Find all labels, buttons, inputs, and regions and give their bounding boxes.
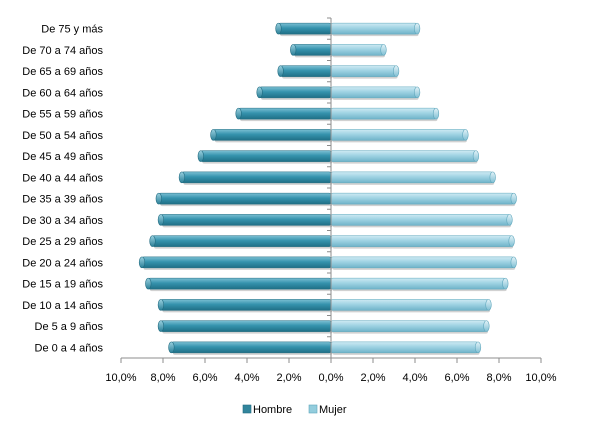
bar-end-cap xyxy=(145,277,152,290)
bar-mujer xyxy=(330,256,514,269)
category-label: De 30 a 34 años xyxy=(22,215,103,227)
bar-mujer xyxy=(330,129,466,141)
category-label: De 55 a 59 años xyxy=(22,109,103,121)
x-tick-label: 2,0% xyxy=(276,372,301,384)
bar-hombre xyxy=(181,171,332,184)
legend-label-mujer: Mujer xyxy=(319,404,347,416)
bar-hombre xyxy=(160,320,332,332)
category-label: De 15 a 19 años xyxy=(22,279,103,291)
bar-end-cap xyxy=(157,299,164,311)
bar-mujer xyxy=(330,192,514,205)
bar-end-cap xyxy=(256,86,263,99)
bar-mujer xyxy=(330,341,479,354)
x-tick-label: 4,0% xyxy=(402,372,427,384)
bar-hombre xyxy=(141,256,332,269)
bar-end-cap xyxy=(502,277,509,290)
category-label: De 50 a 54 años xyxy=(22,130,103,142)
bar-mujer xyxy=(330,277,506,290)
x-tick-label: 6,0% xyxy=(444,372,469,384)
bar-end-cap xyxy=(485,299,492,311)
category-label: De 5 a 9 años xyxy=(35,321,104,333)
category-label: De 70 a 74 años xyxy=(22,45,103,57)
x-tick-label: 10,0% xyxy=(525,372,556,384)
category-label: De 25 a 29 años xyxy=(22,236,103,248)
bar-end-cap xyxy=(489,171,496,184)
bar-end-cap xyxy=(149,235,156,247)
bar-end-cap xyxy=(155,192,162,205)
category-label: De 45 a 49 años xyxy=(22,151,103,163)
bar-hombre xyxy=(292,44,332,56)
bar-hombre xyxy=(280,65,332,77)
bar-end-cap xyxy=(380,44,387,56)
bar-end-cap xyxy=(472,150,480,162)
x-tick-label: 6,0% xyxy=(192,372,217,384)
bar-end-cap xyxy=(178,171,185,184)
bar-hombre xyxy=(278,22,332,35)
bar-hombre xyxy=(238,107,332,120)
bar-mujer xyxy=(330,107,437,120)
bar-end-cap xyxy=(483,320,490,332)
bar-hombre xyxy=(148,277,332,290)
bar-mujer xyxy=(330,214,510,226)
bar-hombre xyxy=(160,299,332,311)
bar-end-cap xyxy=(508,235,515,247)
bar-end-cap xyxy=(157,320,164,332)
x-tick-label: 2,0% xyxy=(360,372,385,384)
bar-end-cap xyxy=(510,192,517,205)
x-tick-label: 0,0% xyxy=(318,372,343,384)
category-label: De 20 a 24 años xyxy=(22,257,103,269)
bar-end-cap xyxy=(277,65,284,77)
bar-mujer xyxy=(330,299,489,311)
bar-end-cap xyxy=(393,65,400,77)
bar-end-cap xyxy=(506,214,513,226)
category-label: De 0 a 4 años xyxy=(35,342,104,354)
bar-mujer xyxy=(330,235,512,247)
bar-hombre xyxy=(158,192,332,205)
bar-end-cap xyxy=(290,44,297,56)
bar-end-cap xyxy=(197,150,204,162)
bar-hombre xyxy=(171,341,332,354)
category-label: De 75 y más xyxy=(41,24,103,36)
bar-end-cap xyxy=(432,107,440,120)
bar-end-cap xyxy=(510,256,517,269)
bar-end-cap xyxy=(168,341,175,354)
legend-swatch-mujer xyxy=(308,404,318,414)
bar-mujer xyxy=(330,320,487,332)
category-label: De 65 a 69 años xyxy=(22,66,103,78)
legend-label-hombre: Hombre xyxy=(253,404,292,416)
x-tick-label: 10,0% xyxy=(105,372,136,384)
bar-end-cap xyxy=(414,22,421,35)
category-label: De 40 a 44 años xyxy=(22,172,103,184)
category-label: De 10 a 14 años xyxy=(22,300,103,312)
bar-end-cap xyxy=(157,214,164,226)
x-tick-label: 8,0% xyxy=(150,372,175,384)
bar-mujer xyxy=(330,150,477,162)
bar-hombre xyxy=(259,86,332,99)
bar-end-cap xyxy=(275,22,282,35)
bar-end-cap xyxy=(235,107,242,120)
bar-mujer xyxy=(330,44,384,56)
bar-end-cap xyxy=(414,86,421,99)
bar-hombre xyxy=(160,214,332,226)
x-tick-label: 8,0% xyxy=(486,372,511,384)
bar-hombre xyxy=(152,235,332,247)
x-tick-label: 4,0% xyxy=(234,372,259,384)
bar-mujer xyxy=(330,171,493,184)
bar-end-cap xyxy=(474,341,482,354)
bar-end-cap xyxy=(462,129,469,141)
bar-end-cap xyxy=(138,256,146,269)
category-label: De 60 a 64 años xyxy=(22,87,103,99)
bar-mujer xyxy=(330,86,418,99)
category-label: De 35 a 39 años xyxy=(22,194,103,206)
bar-hombre xyxy=(213,129,332,141)
legend-swatch-hombre xyxy=(242,404,252,414)
bar-end-cap xyxy=(210,129,217,141)
bar-hombre xyxy=(200,150,332,162)
bar-mujer xyxy=(330,22,418,35)
bar-mujer xyxy=(330,65,397,77)
